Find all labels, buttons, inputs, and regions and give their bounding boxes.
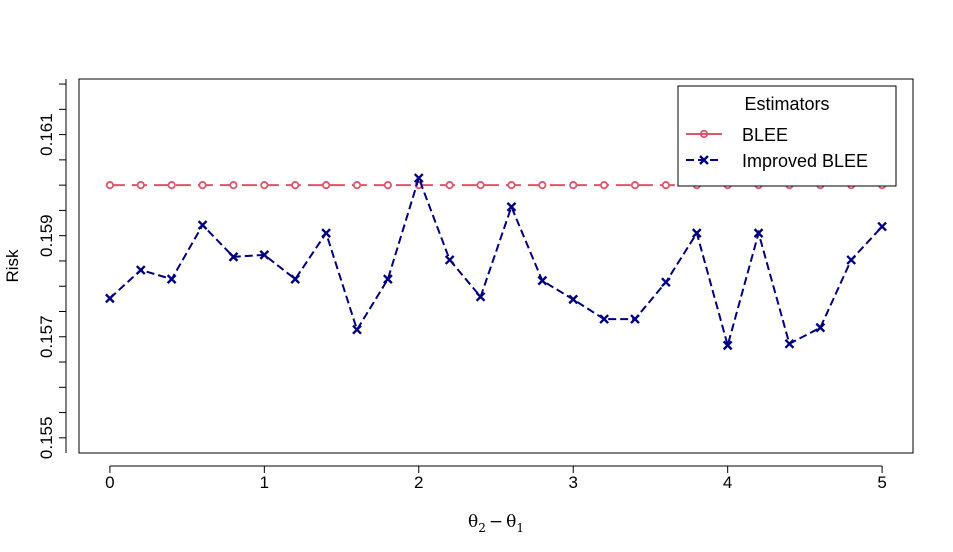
data-point-improved-blee — [475, 291, 486, 302]
data-point-blee — [322, 181, 331, 190]
data-point-improved-blee — [166, 274, 177, 284]
data-point-improved-blee — [413, 173, 424, 183]
data-point-improved-blee — [444, 255, 455, 265]
data-point-improved-blee — [135, 265, 146, 275]
data-point-improved-blee — [290, 274, 301, 284]
data-point-blee — [630, 181, 640, 190]
data-point-blee — [198, 181, 207, 190]
plot-frame — [78, 78, 914, 454]
y-tick-label: 0.159 — [37, 214, 56, 257]
data-point-improved-blee — [722, 340, 733, 351]
y-axis-title: Risk — [3, 249, 22, 283]
data-point-blee — [569, 181, 578, 190]
data-point-blee — [105, 181, 114, 190]
x-axis-title: θ2− θ1 — [468, 512, 524, 535]
legend-marker-improved-blee — [699, 155, 709, 165]
data-point-blee — [476, 181, 485, 190]
data-point-improved-blee — [537, 275, 548, 286]
legend-entry-blee: BLEE — [686, 125, 788, 145]
data-point-improved-blee — [568, 294, 579, 305]
data-point-improved-blee — [599, 314, 609, 324]
data-point-blee — [600, 181, 609, 190]
legend: Estimators BLEE Improved BLEE — [677, 85, 897, 187]
data-point-improved-blee — [877, 221, 887, 232]
data-point-improved-blee — [321, 228, 331, 238]
legend-marker-blee — [699, 129, 709, 139]
data-point-improved-blee — [630, 314, 640, 324]
data-point-blee — [445, 181, 454, 190]
data-point-improved-blee — [228, 252, 239, 262]
legend-title: Estimators — [744, 94, 829, 114]
data-point-improved-blee — [846, 255, 857, 265]
legend-label-improved-blee: Improved BLEE — [742, 151, 868, 171]
legend-label-blee: BLEE — [742, 125, 788, 145]
data-point-blee — [167, 181, 176, 190]
data-point-blee — [291, 181, 300, 190]
data-point-improved-blee — [784, 338, 795, 349]
x-axis: 0 1 2 3 4 5 — [105, 465, 887, 492]
data-point-blee — [352, 181, 362, 190]
x-tick-label: 5 — [877, 473, 886, 492]
y-tick-label: 0.161 — [37, 113, 56, 156]
data-point-blee — [507, 181, 516, 190]
data-point-blee — [136, 181, 145, 190]
x-tick-label: 2 — [414, 473, 423, 492]
data-point-improved-blee — [815, 322, 826, 333]
data-point-blee — [229, 181, 238, 190]
data-point-blee — [383, 181, 392, 190]
data-point-blee — [661, 181, 670, 190]
x-tick-label: 0 — [105, 473, 114, 492]
y-tick-label: 0.155 — [37, 417, 56, 460]
legend-box — [677, 85, 897, 187]
data-point-improved-blee — [352, 324, 362, 335]
data-point-improved-blee — [105, 293, 115, 304]
data-point-improved-blee — [691, 228, 702, 238]
x-tick-label: 4 — [723, 473, 732, 492]
y-tick-label: 0.157 — [37, 315, 56, 358]
series-line-improved-blee — [109, 175, 883, 350]
data-point-improved-blee — [259, 250, 270, 260]
legend-entry-improved-blee: Improved BLEE — [686, 151, 868, 171]
data-point-improved-blee — [506, 202, 517, 212]
data-point-improved-blee — [197, 220, 208, 230]
data-point-improved-blee — [383, 274, 393, 284]
data-point-improved-blee — [753, 228, 764, 238]
x-tick-label: 3 — [568, 473, 577, 492]
y-axis: 0.155 0.157 0.159 0.161 — [37, 79, 67, 460]
data-point-improved-blee — [661, 277, 671, 288]
series-layer — [105, 173, 887, 351]
data-point-blee — [260, 181, 269, 190]
x-tick-label: 1 — [260, 473, 269, 492]
data-point-blee — [538, 181, 547, 190]
